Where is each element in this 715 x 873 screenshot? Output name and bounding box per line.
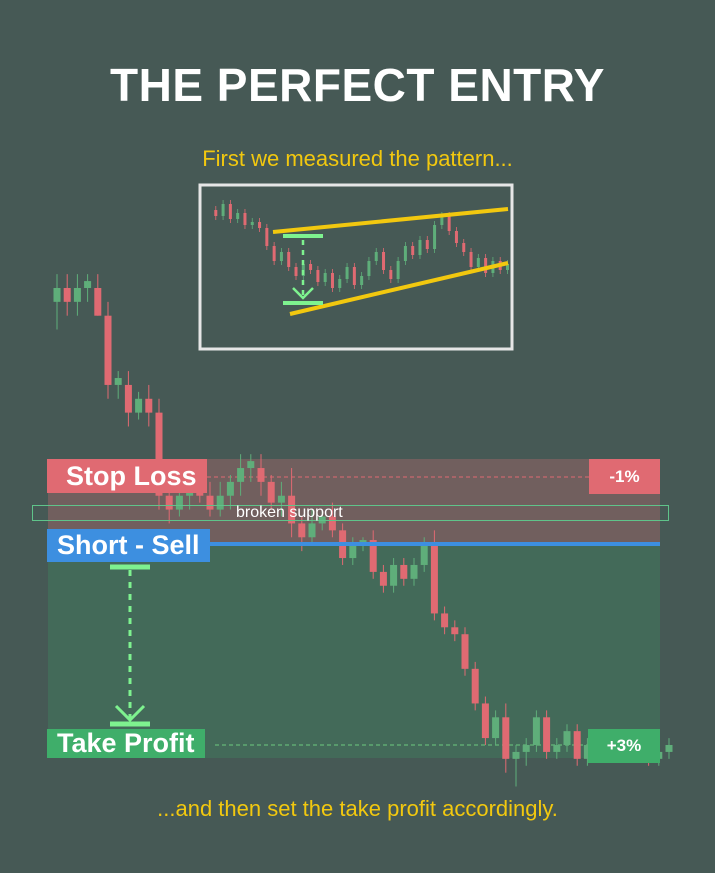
candle-body xyxy=(390,564,398,586)
candle-body xyxy=(543,717,551,752)
pattern-caption: First we measured the pattern... xyxy=(202,146,513,171)
candle-body xyxy=(226,481,234,496)
measure-arrow xyxy=(110,564,150,727)
candle-body xyxy=(104,315,112,385)
candle-body xyxy=(451,627,459,635)
candle-body xyxy=(420,544,428,565)
candle-body xyxy=(165,495,173,510)
take-profit-label: Take Profit xyxy=(47,729,205,758)
candle-body xyxy=(502,717,510,759)
candle-body xyxy=(369,540,377,572)
pattern-inset xyxy=(198,183,514,351)
candle-body xyxy=(94,288,102,316)
candle-body xyxy=(461,634,469,669)
stop-loss-percent: -1% xyxy=(589,459,660,494)
candle-body xyxy=(430,544,438,614)
candle-body xyxy=(665,745,673,752)
candle-body xyxy=(471,668,479,704)
candle-body xyxy=(175,495,183,510)
candle-body xyxy=(553,745,561,752)
candle-body xyxy=(583,745,591,759)
candle-body xyxy=(124,384,132,413)
broken-support-label: broken support xyxy=(236,504,343,521)
stop-loss-label: Stop Loss xyxy=(47,459,207,493)
page-title: THE PERFECT ENTRY xyxy=(110,59,605,111)
candle-body xyxy=(155,412,163,496)
candle-body xyxy=(573,731,581,759)
candle-body xyxy=(277,495,285,503)
pattern-lower-line xyxy=(289,261,509,316)
candle-body xyxy=(237,468,245,482)
candle-body xyxy=(481,703,489,739)
candle-body xyxy=(84,281,92,288)
candle-body xyxy=(288,495,296,524)
candle-body xyxy=(512,751,520,759)
candle-body xyxy=(318,516,326,524)
candle-body xyxy=(522,745,530,752)
candlestick-series xyxy=(53,274,673,787)
footer-caption: ...and then set the take profit accordin… xyxy=(157,796,558,821)
candle-body xyxy=(379,571,387,586)
candle-body xyxy=(73,288,81,302)
candle-body xyxy=(145,398,153,413)
candle-body xyxy=(216,495,224,510)
candle-body xyxy=(308,523,316,538)
take-profit-percent: +3% xyxy=(588,729,660,763)
broken-support-zone: broken support xyxy=(32,505,669,521)
candle-body xyxy=(135,398,143,413)
candle-body xyxy=(53,288,61,302)
candle-body xyxy=(267,481,275,503)
candle-body xyxy=(298,523,306,538)
candle-body xyxy=(247,461,255,469)
candle-body xyxy=(114,378,122,385)
candle-body xyxy=(257,468,265,482)
inset-price-series xyxy=(214,200,509,292)
candle-body xyxy=(400,564,408,579)
candle-body xyxy=(441,613,449,628)
candle-body xyxy=(563,731,571,745)
candle-body xyxy=(206,495,214,510)
candle-body xyxy=(328,516,336,531)
candle-body xyxy=(492,717,500,739)
candle-body xyxy=(532,717,540,745)
pattern-upper-line xyxy=(272,207,509,234)
candle-body xyxy=(349,544,357,559)
candle-body xyxy=(63,288,71,302)
candle-body xyxy=(410,564,418,579)
short-sell-label: Short - Sell xyxy=(47,529,210,562)
